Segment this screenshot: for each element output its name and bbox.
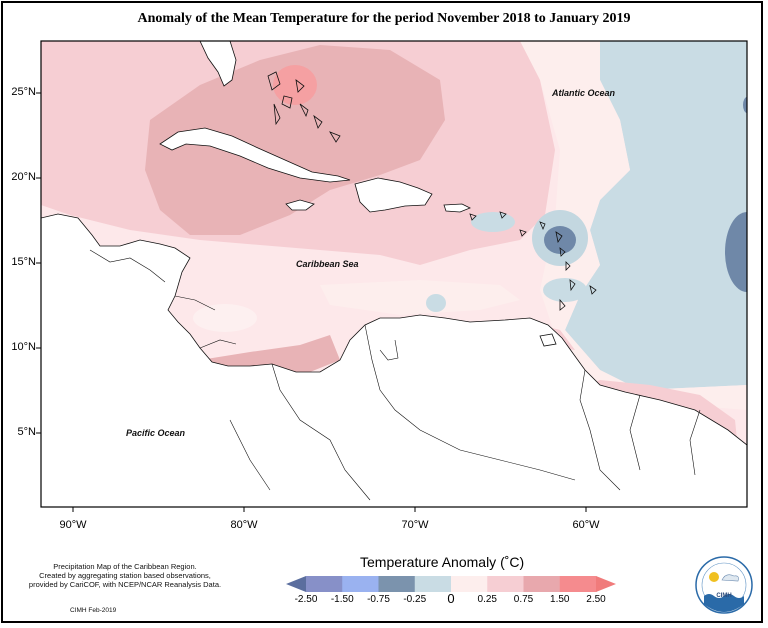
legend-tick-label: -1.50 bbox=[330, 594, 354, 605]
south-caribbean-band bbox=[320, 280, 520, 315]
legend-tick-label: -0.25 bbox=[403, 594, 427, 605]
legend-title: Temperature Anomaly (˚C) bbox=[360, 554, 525, 570]
lat-label-25n: 25°N bbox=[11, 86, 36, 98]
colorbar-segment bbox=[559, 576, 597, 592]
lat-label-15n: 15°N bbox=[11, 256, 36, 268]
caribbean-sea-label: Caribbean Sea bbox=[296, 259, 359, 269]
bahamas-islands bbox=[267, 71, 341, 143]
map-title: Anomaly of the Mean Temperature for the … bbox=[137, 11, 631, 26]
legend-tick-label: 1.50 bbox=[550, 594, 570, 605]
credits-line-3: provided by CariCOF, with NCEP/NCAR Rean… bbox=[28, 580, 222, 589]
lat-label-20n: 20°N bbox=[11, 171, 36, 183]
northeast-cold-patch bbox=[743, 97, 747, 113]
curacao-cool-patch bbox=[426, 294, 446, 312]
legend-tick-label: 0 bbox=[447, 591, 455, 606]
country-borders bbox=[89, 249, 701, 501]
hispaniola-landmass bbox=[354, 177, 433, 213]
pacific-ocean-label: Pacific Ocean bbox=[126, 428, 186, 438]
colorbar-segment bbox=[451, 576, 488, 592]
cimh-logo bbox=[695, 556, 753, 614]
florida-landmass bbox=[199, 41, 237, 87]
lat-label-5n: 5°N bbox=[17, 426, 36, 438]
panama-warm-patch bbox=[200, 335, 340, 372]
legend-tick-label: -2.50 bbox=[294, 594, 318, 605]
southwest-neutral-patch bbox=[193, 304, 257, 332]
lon-label-90w: 90°W bbox=[59, 519, 87, 531]
legend-tick-label: 0.25 bbox=[477, 594, 497, 605]
atlantic-ocean-label: Atlantic Ocean bbox=[552, 88, 616, 98]
virgin-islands-cool-patch bbox=[471, 212, 515, 232]
lat-label-10n: 10°N bbox=[11, 341, 36, 353]
jamaica-landmass bbox=[285, 199, 315, 211]
legend-colorbar bbox=[286, 576, 616, 592]
atlantic-cool-area bbox=[565, 41, 747, 390]
lon-label-70w: 70°W bbox=[401, 519, 429, 531]
logo-text: CIMH bbox=[716, 593, 732, 599]
lon-label-60w: 60°W bbox=[572, 519, 600, 531]
wave-icon bbox=[704, 594, 744, 612]
credits-text: Precipitation Map of the Caribbean Regio… bbox=[20, 562, 230, 589]
legend-tick-label: 2.50 bbox=[586, 594, 606, 605]
legend-tick-label: -0.75 bbox=[367, 594, 390, 605]
credits-line-1: Precipitation Map of the Caribbean Regio… bbox=[53, 562, 197, 571]
plot-border bbox=[40, 40, 748, 508]
atlantic-neutral-band bbox=[520, 41, 747, 410]
lon-label-80w: 80°W bbox=[230, 519, 258, 531]
caribbean-core-anomaly bbox=[145, 45, 445, 235]
puerto-rico-landmass bbox=[443, 203, 471, 213]
colorbar-arrow-low bbox=[286, 576, 306, 592]
east-atlantic-cold-patch bbox=[725, 212, 747, 292]
cloud-icon bbox=[721, 574, 739, 582]
legend-tick-label: 0.75 bbox=[513, 594, 534, 605]
axis-ticks bbox=[36, 92, 587, 512]
bahamas-hotspot bbox=[273, 65, 317, 105]
antilles-cold-core bbox=[544, 226, 576, 254]
colorbar-segment bbox=[342, 576, 379, 592]
anomaly-field bbox=[41, 41, 747, 507]
colorbar-arrow-high bbox=[596, 576, 616, 592]
colorbar-segment bbox=[487, 576, 524, 592]
credits-note: CIMH Feb-2019 bbox=[70, 607, 117, 614]
colorbar-segment bbox=[378, 576, 416, 592]
cuba-landmass bbox=[159, 127, 351, 183]
colorbar-segment bbox=[306, 576, 343, 592]
colorbar-segment bbox=[414, 576, 452, 592]
colorbar-segment bbox=[523, 576, 561, 592]
mainland-landmass bbox=[41, 213, 747, 507]
barbados-cool-patch bbox=[543, 278, 587, 302]
credits-line-2: Created by aggregating station based obs… bbox=[39, 571, 211, 580]
lesser-antilles bbox=[469, 211, 597, 347]
sun-icon bbox=[709, 572, 719, 582]
